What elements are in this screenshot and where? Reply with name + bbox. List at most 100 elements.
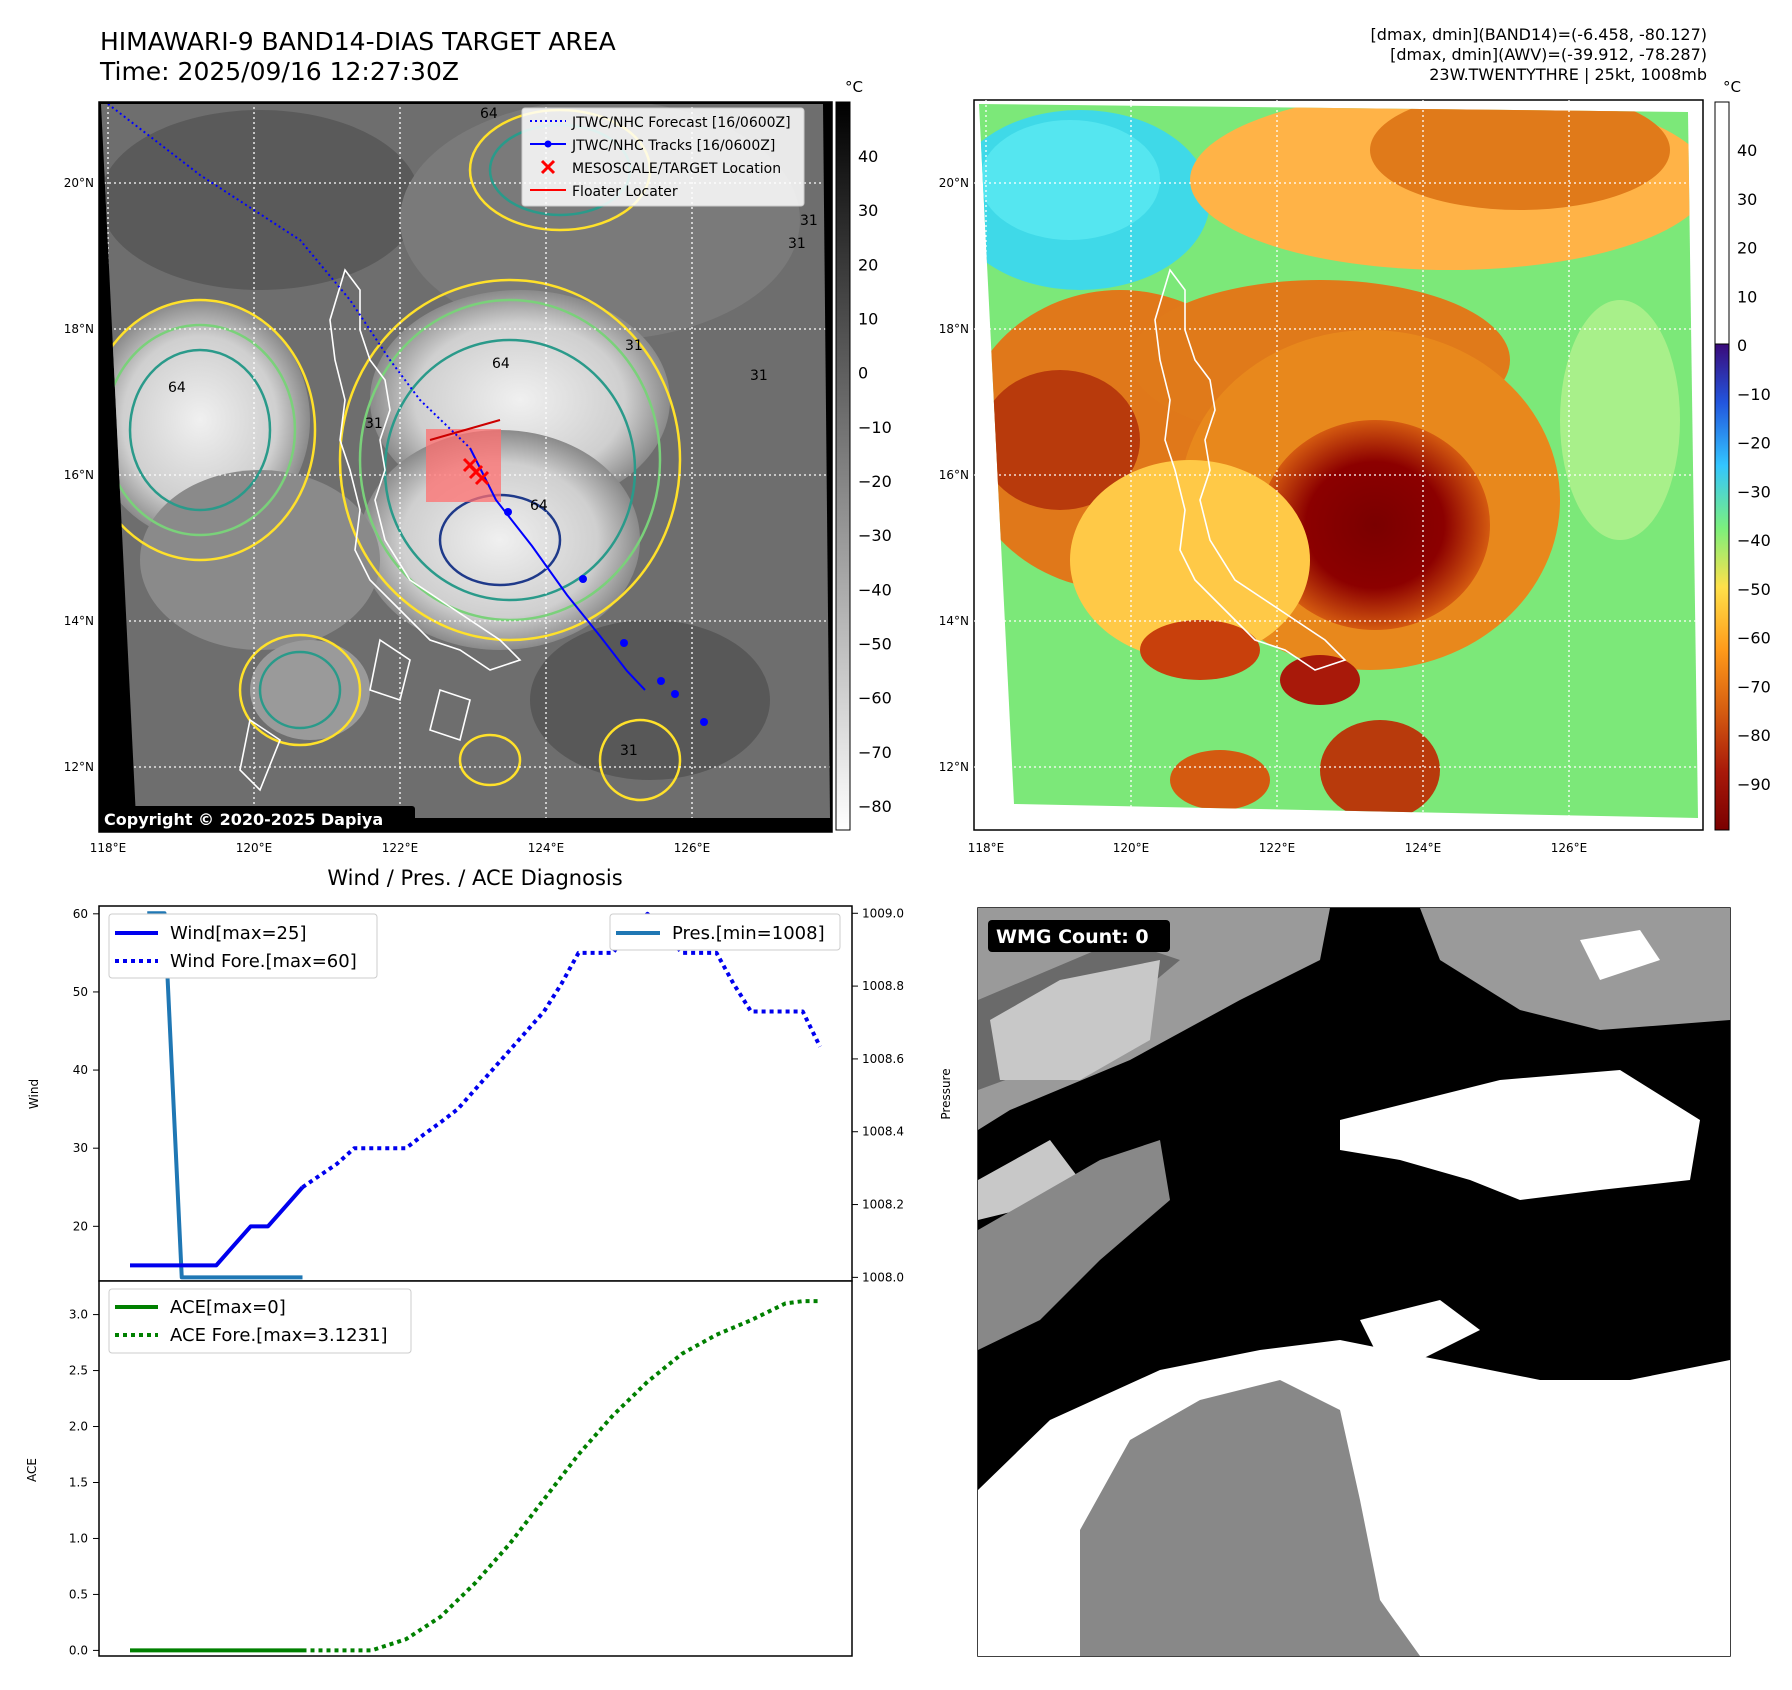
wmg-count: WMG Count: 0 (996, 926, 1149, 948)
legend-wind: Wind[max=25] (170, 923, 307, 944)
lat-label: 16°N (64, 468, 94, 482)
wind-legend: Wind[max=25] Wind Fore.[max=60] (108, 913, 378, 979)
colorbar-tick-label: −80 (1737, 726, 1771, 745)
figure-title: HIMAWARI-9 BAND14-DIAS TARGET AREA (100, 27, 616, 56)
colorbar-tick-label: −20 (858, 472, 892, 491)
lon-label: 122°E (382, 841, 419, 855)
lon-label: 126°E (1551, 841, 1588, 855)
colorbar-upper (1714, 101, 1730, 345)
contour-label: 64 (168, 380, 186, 396)
series-line (130, 1185, 304, 1268)
colorbar-tick-label: −30 (858, 526, 892, 545)
colorbar-lower (1714, 343, 1730, 831)
contour-label: 31 (788, 236, 806, 252)
copyright-box (99, 806, 415, 832)
tick-label: 1008.8 (862, 979, 904, 993)
tick-label: 1008.6 (862, 1052, 904, 1066)
contour-label: 64 (492, 356, 510, 372)
tick-label: 20 (73, 1219, 88, 1233)
coastline (329, 268, 522, 671)
tick-label: 1008.0 (862, 1270, 904, 1284)
lat-label: 20°N (939, 176, 969, 190)
ace-plot (130, 1299, 820, 1653)
awv-range: [dmax, dmin](AWV)=(-39.912, -78.287) (1390, 45, 1707, 64)
legend-tracks: JTWC/NHC Tracks [16/0600Z] (571, 138, 775, 154)
colorbar-tick-label: −70 (1737, 677, 1771, 696)
colorbar-ticks: 40 30 20 10 0 −10 −20 −30 −40 −50 −60 −70 −80 (858, 147, 892, 816)
tick-label: 1.5 (69, 1475, 88, 1489)
lon-label: 120°E (236, 841, 273, 855)
series-line (301, 911, 822, 1189)
tick-label: 40 (73, 1063, 88, 1077)
wmg-count-box (988, 920, 1170, 952)
contour-label-group: 64 31 31 64 31 31 64 64 31 31 (168, 106, 818, 759)
contour-label: 31 (365, 416, 383, 432)
lon-label: 124°E (528, 841, 565, 855)
tick-label: 30 (73, 1141, 88, 1155)
wind-plot (130, 911, 822, 1280)
colorbar-tick-label: −50 (1737, 580, 1771, 599)
lon-label: 120°E (1113, 841, 1150, 855)
tick-label: 50 (73, 985, 88, 999)
colorbar-tick-label: 30 (858, 201, 878, 220)
colorbar-tick-label: −60 (1737, 629, 1771, 648)
target-markers (462, 457, 490, 486)
diagnosis-panel: Wind / Pres. / ACE Diagnosis Wind Pressu… (25, 866, 953, 1657)
contour-label: 31 (800, 213, 818, 229)
tick-label: 1008.2 (862, 1198, 904, 1212)
lon-labels: 118°E 120°E 122°E 124°E 126°E (90, 841, 711, 855)
track-path (469, 447, 646, 691)
contour-label: 64 (480, 106, 498, 122)
figure-time: Time: 2025/09/16 12:27:30Z (99, 57, 459, 86)
wind-ylabel: Wind (27, 1079, 41, 1109)
band14-range: [dmax, dmin](BAND14)=(-6.458, -80.127) (1371, 25, 1707, 44)
floater-box (426, 429, 501, 502)
lon-label: 118°E (90, 841, 127, 855)
colorbar-tick-label: −60 (858, 689, 892, 708)
colorbar-tick-label: −40 (858, 580, 892, 599)
lat-labels: 20°N 18°N 16°N 14°N 12°N (64, 176, 94, 774)
copyright-text: Copyright © 2020-2025 Dapiya (104, 810, 383, 829)
storm-info: 23W.TWENTYTHRE | 25kt, 1008mb (1429, 65, 1707, 84)
pressure-legend: Pres.[min=1008] (609, 913, 841, 951)
map-frame (98, 101, 833, 833)
colorbar-tick-label: 0 (1737, 336, 1747, 355)
lon-label: 118°E (968, 841, 1005, 855)
series-line (302, 1299, 820, 1653)
lat-labels: 20°N 18°N 16°N 14°N 12°N (939, 176, 969, 774)
lat-label: 12°N (64, 760, 94, 774)
tick-label: 2.5 (69, 1364, 88, 1378)
contour-label: 64 (530, 498, 548, 514)
contour-label: 31 (620, 743, 638, 759)
legend-ace: ACE[max=0] (170, 1297, 286, 1318)
colorbar-tick-label: −40 (1737, 531, 1771, 550)
tick-label: 0.5 (69, 1587, 88, 1601)
lat-label: 14°N (64, 614, 94, 628)
colorbar-tick-label: 10 (858, 310, 878, 329)
colorbar-tick-label: −20 (1737, 434, 1771, 453)
map-gridlines (974, 100, 1703, 830)
colorbar-ticks: 40 30 20 10 0 −10 −20 −30 −40 −50 −60 −70 −80 −90 (1737, 141, 1771, 794)
pressure-ticks: 1008.0 1008.2 1008.4 1008.6 1008.8 1009.0 (852, 906, 904, 1284)
legend-pressure: Pres.[min=1008] (672, 923, 825, 944)
tick-label: 0.0 (69, 1643, 88, 1657)
wind-ticks: 20 30 40 50 60 (73, 907, 99, 1233)
series-line (147, 911, 303, 1280)
forecast-path (107, 104, 471, 449)
lat-label: 16°N (939, 468, 969, 482)
tick-label: 1009.0 (862, 906, 904, 920)
tick-label: 3.0 (69, 1308, 88, 1322)
colorbar-tick-label: −10 (1737, 385, 1771, 404)
track-points (504, 508, 708, 726)
tick-label: 1.0 (69, 1531, 88, 1545)
tick-label: 60 (73, 907, 88, 921)
map-awv: 20°N 18°N 16°N 14°N 12°N 118°E 120°E 122… (939, 78, 1771, 855)
diagnosis-title: Wind / Pres. / ACE Diagnosis (327, 866, 622, 890)
ace-legend: ACE[max=0] ACE Fore.[max=3.1231] (108, 1288, 412, 1354)
colorbar-tick-label: −10 (858, 418, 892, 437)
map-band14: 64 31 31 64 31 31 64 64 31 31 JTWC/NHC F… (64, 78, 892, 855)
lat-label: 14°N (939, 614, 969, 628)
lon-label: 124°E (1405, 841, 1442, 855)
lon-labels: 118°E 120°E 122°E 124°E 126°E (968, 841, 1588, 855)
